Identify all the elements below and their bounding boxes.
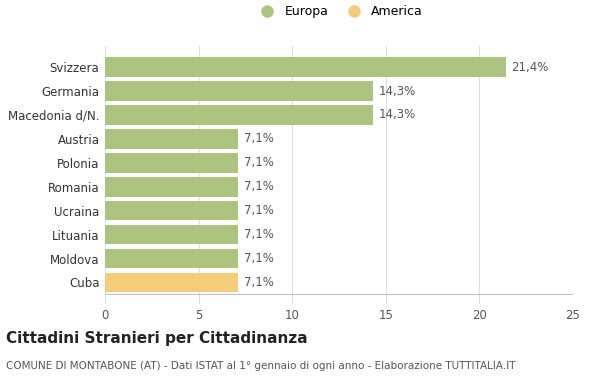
Bar	[105, 249, 238, 268]
Text: 7,1%: 7,1%	[244, 156, 274, 169]
Text: 7,1%: 7,1%	[244, 252, 274, 265]
Text: 7,1%: 7,1%	[244, 204, 274, 217]
Bar	[105, 177, 238, 196]
Text: COMUNE DI MONTABONE (AT) - Dati ISTAT al 1° gennaio di ogni anno - Elaborazione : COMUNE DI MONTABONE (AT) - Dati ISTAT al…	[6, 361, 515, 371]
Bar	[105, 225, 238, 244]
Text: 7,1%: 7,1%	[244, 228, 274, 241]
Legend: Europa, America: Europa, America	[250, 0, 428, 23]
Text: 14,3%: 14,3%	[379, 85, 416, 98]
Bar	[105, 201, 238, 220]
Text: 14,3%: 14,3%	[379, 109, 416, 122]
Bar	[105, 129, 238, 149]
Text: 7,1%: 7,1%	[244, 276, 274, 289]
Text: Cittadini Stranieri per Cittadinanza: Cittadini Stranieri per Cittadinanza	[6, 331, 308, 345]
Text: 7,1%: 7,1%	[244, 180, 274, 193]
Bar	[105, 153, 238, 173]
Bar	[105, 272, 238, 292]
Bar	[105, 105, 373, 125]
Bar	[105, 57, 506, 77]
Text: 21,4%: 21,4%	[511, 61, 548, 74]
Bar	[105, 81, 373, 101]
Text: 7,1%: 7,1%	[244, 132, 274, 146]
